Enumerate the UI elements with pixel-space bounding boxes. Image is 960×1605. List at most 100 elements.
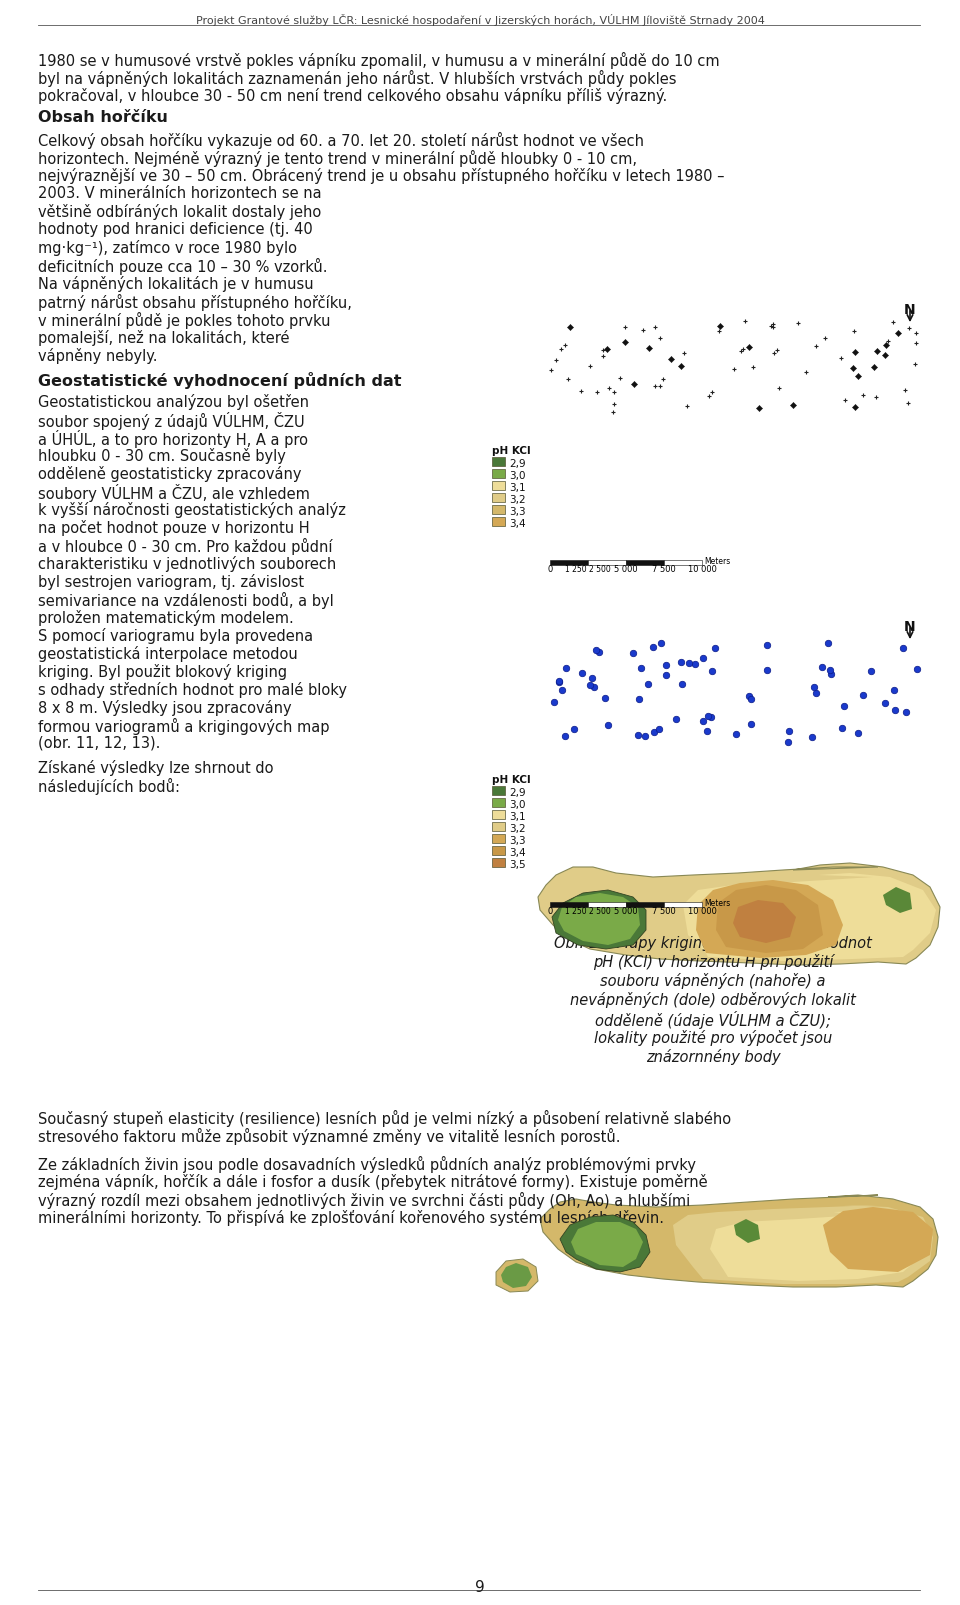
Point — [766, 311, 781, 337]
Text: 1 250 2 500: 1 250 2 500 — [565, 565, 611, 575]
Text: k vyšší náročnosti geostatistických analýz: k vyšší náročnosti geostatistických anal… — [38, 502, 346, 518]
Point — [635, 318, 650, 343]
Point — [821, 631, 836, 656]
Point — [607, 392, 622, 417]
Point — [595, 337, 611, 363]
Bar — [550, 902, 588, 907]
Point — [702, 384, 717, 409]
Bar — [492, 517, 505, 526]
Point — [585, 664, 600, 690]
Text: 0: 0 — [547, 907, 553, 916]
Point — [705, 658, 720, 684]
Point — [869, 384, 884, 409]
Text: Ze základních živin jsou podle dosavadních výsledků půdních analýz problémovými : Ze základních živin jsou podle dosavadní… — [38, 1156, 696, 1173]
Point — [634, 655, 649, 681]
Point — [589, 379, 605, 404]
Point — [878, 332, 894, 358]
Point — [606, 379, 621, 404]
Text: s odhady středních hodnot pro malé bloky: s odhady středních hodnot pro malé bloky — [38, 682, 347, 698]
Point — [824, 661, 839, 687]
Point — [606, 400, 621, 425]
Point — [631, 722, 646, 748]
Polygon shape — [558, 892, 640, 945]
Point — [588, 637, 604, 663]
Polygon shape — [571, 1221, 643, 1266]
Text: 0: 0 — [547, 565, 553, 575]
Text: Obsah hořčíku: Obsah hořčíku — [38, 111, 168, 125]
Point — [886, 677, 901, 703]
Polygon shape — [560, 1215, 650, 1273]
Text: Obr. 11: Mapy krigingového odhadu hodnot: Obr. 11: Mapy krigingového odhadu hodnot — [554, 936, 872, 952]
Point — [877, 690, 893, 716]
Text: znázornnény body: znázornnény body — [646, 1050, 780, 1066]
Point — [737, 308, 753, 334]
Point — [885, 310, 900, 335]
Text: souboru vápněných (nahoře) a: souboru vápněných (nahoře) a — [600, 973, 826, 989]
Point — [823, 658, 838, 684]
Point — [838, 387, 853, 412]
Text: minerálními horizonty. To přispívá ke zplošťování kořenového systému lesních dře: minerálními horizonty. To přispívá ke zp… — [38, 1210, 664, 1226]
Point — [850, 721, 865, 746]
Polygon shape — [734, 1220, 760, 1242]
Text: soubory VÚLHM a ČZU, ale vzhledem: soubory VÚLHM a ČZU, ale vzhledem — [38, 485, 310, 502]
Polygon shape — [883, 888, 912, 913]
Point — [848, 340, 863, 366]
Point — [806, 674, 822, 700]
Point — [653, 374, 668, 400]
Text: charakteristiku v jednotlivých souborech: charakteristiku v jednotlivých souborech — [38, 555, 336, 571]
Bar — [664, 560, 702, 565]
Point — [847, 318, 862, 343]
Bar — [626, 902, 664, 907]
Point — [780, 729, 796, 754]
Point — [637, 722, 653, 748]
Text: formou variogramů a krigingových map: formou variogramů a krigingových map — [38, 717, 329, 735]
Polygon shape — [673, 1205, 933, 1284]
Text: 2,9: 2,9 — [509, 459, 526, 469]
Text: 3,2: 3,2 — [509, 823, 526, 835]
Text: lokality použité pro výpočet jsou: lokality použité pro výpočet jsou — [594, 1030, 832, 1046]
Point — [741, 684, 756, 709]
Polygon shape — [496, 1258, 538, 1292]
Text: Meters: Meters — [704, 557, 731, 567]
Point — [583, 672, 598, 698]
Bar — [492, 482, 505, 490]
Text: 3,3: 3,3 — [509, 507, 526, 517]
Polygon shape — [538, 863, 940, 965]
Bar — [550, 560, 588, 565]
Point — [647, 372, 662, 398]
Bar — [488, 591, 938, 920]
Point — [897, 377, 912, 403]
Text: 3,0: 3,0 — [509, 799, 525, 811]
Point — [555, 677, 570, 703]
Point — [557, 724, 572, 750]
Point — [759, 632, 775, 658]
Point — [851, 363, 866, 388]
Point — [563, 315, 578, 340]
Polygon shape — [552, 891, 646, 949]
Point — [659, 653, 674, 679]
Bar — [492, 798, 505, 807]
Text: v minerální půdě je pokles tohoto prvku: v minerální půdě je pokles tohoto prvku — [38, 311, 330, 329]
Text: odděleně (údaje VÚLHM a ČZU);: odděleně (údaje VÚLHM a ČZU); — [595, 1011, 831, 1029]
Text: deficitních pouze cca 10 – 30 % vzorků.: deficitních pouze cca 10 – 30 % vzorků. — [38, 258, 327, 274]
Point — [645, 634, 660, 660]
Point — [612, 364, 628, 390]
Text: geostatistická interpolace metodou: geostatistická interpolace metodou — [38, 645, 298, 661]
Point — [879, 329, 895, 355]
Text: vápněny nebyly.: vápněny nebyly. — [38, 348, 157, 364]
Point — [866, 353, 881, 379]
Text: 5 000: 5 000 — [614, 907, 637, 916]
Text: a v hloubce 0 - 30 cm. Pro každou půdní: a v hloubce 0 - 30 cm. Pro každou půdní — [38, 538, 332, 555]
Point — [804, 724, 820, 750]
Text: 10 000: 10 000 — [687, 565, 716, 575]
Point — [743, 687, 758, 713]
Point — [808, 334, 824, 360]
Point — [712, 313, 728, 339]
Point — [855, 682, 871, 708]
Polygon shape — [716, 884, 823, 953]
Bar — [492, 835, 505, 843]
Point — [674, 671, 689, 697]
Text: nejvýraznější ve 30 – 50 cm. Obrácený trend je u obsahu přístupného hořčíku v le: nejvýraznější ve 30 – 50 cm. Obrácený tr… — [38, 169, 725, 185]
Point — [855, 382, 871, 408]
Text: horizontech. Nejméně výrazný je tento trend v minerální půdě hloubky 0 - 10 cm,: horizontech. Nejméně výrazný je tento tr… — [38, 149, 637, 167]
